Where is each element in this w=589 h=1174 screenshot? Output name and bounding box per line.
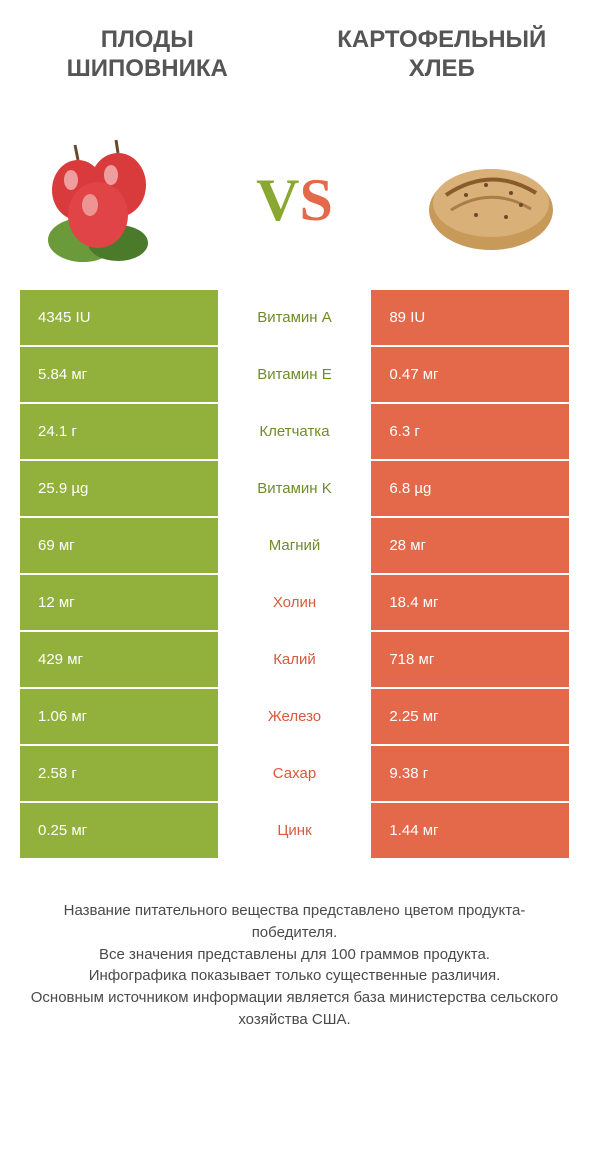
images-row: VS — [0, 110, 589, 290]
footer-line: Основным источником информации является … — [30, 987, 559, 1031]
comparison-row: 429 мгКалий718 мг — [20, 632, 569, 687]
left-value: 1.06 мг — [20, 689, 218, 744]
comparison-row: 12 мгХолин18.4 мг — [20, 575, 569, 630]
footer-line: Название питательного вещества представл… — [30, 900, 559, 944]
comparison-table: 4345 IUВитамин A89 IU5.84 мгВитамин E0.4… — [0, 290, 589, 858]
nutrient-label: Витамин A — [218, 290, 372, 345]
left-value: 2.58 г — [20, 746, 218, 801]
nutrient-label: Железо — [218, 689, 372, 744]
left-food-title: ПЛОДЫ ШИПОВНИКА — [0, 0, 295, 110]
left-value: 429 мг — [20, 632, 218, 687]
right-value: 6.8 µg — [371, 461, 569, 516]
nutrient-label: Холин — [218, 575, 372, 630]
nutrient-label: Цинк — [218, 803, 372, 858]
right-food-image — [394, 135, 588, 265]
nutrient-label: Калий — [218, 632, 372, 687]
right-value: 2.25 мг — [371, 689, 569, 744]
rosehip-icon — [23, 135, 173, 265]
footer: Название питательного вещества представл… — [0, 860, 589, 1031]
right-food-title: КАРТОФЕЛЬНЫЙ ХЛЕБ — [295, 0, 589, 110]
right-value: 9.38 г — [371, 746, 569, 801]
right-value: 1.44 мг — [371, 803, 569, 858]
left-value: 25.9 µg — [20, 461, 218, 516]
comparison-row: 2.58 гСахар9.38 г — [20, 746, 569, 801]
comparison-row: 25.9 µgВитамин K6.8 µg — [20, 461, 569, 516]
nutrient-label: Сахар — [218, 746, 372, 801]
right-value: 18.4 мг — [371, 575, 569, 630]
nutrient-label: Клетчатка — [218, 404, 372, 459]
comparison-row: 5.84 мгВитамин E0.47 мг — [20, 347, 569, 402]
comparison-row: 1.06 мгЖелезо2.25 мг — [20, 689, 569, 744]
bread-icon — [416, 135, 566, 265]
footer-line: Инфографика показывает только существенн… — [30, 965, 559, 987]
comparison-row: 69 мгМагний28 мг — [20, 518, 569, 573]
nutrient-label: Витамин K — [218, 461, 372, 516]
right-value: 89 IU — [371, 290, 569, 345]
left-value: 0.25 мг — [20, 803, 218, 858]
left-value: 5.84 мг — [20, 347, 218, 402]
right-value: 28 мг — [371, 518, 569, 573]
footer-line: Все значения представлены для 100 граммо… — [30, 944, 559, 966]
right-value: 6.3 г — [371, 404, 569, 459]
vs-label: VS — [197, 166, 391, 235]
comparison-row: 4345 IUВитамин A89 IU — [20, 290, 569, 345]
right-value: 718 мг — [371, 632, 569, 687]
right-value: 0.47 мг — [371, 347, 569, 402]
vs-v: V — [256, 167, 299, 233]
comparison-row: 24.1 гКлетчатка6.3 г — [20, 404, 569, 459]
left-food-image — [1, 135, 195, 265]
left-value: 69 мг — [20, 518, 218, 573]
left-value: 24.1 г — [20, 404, 218, 459]
vs-s: S — [299, 167, 332, 233]
left-value: 4345 IU — [20, 290, 218, 345]
header: ПЛОДЫ ШИПОВНИКА КАРТОФЕЛЬНЫЙ ХЛЕБ — [0, 0, 589, 110]
comparison-row: 0.25 мгЦинк1.44 мг — [20, 803, 569, 858]
nutrient-label: Магний — [218, 518, 372, 573]
nutrient-label: Витамин E — [218, 347, 372, 402]
left-value: 12 мг — [20, 575, 218, 630]
